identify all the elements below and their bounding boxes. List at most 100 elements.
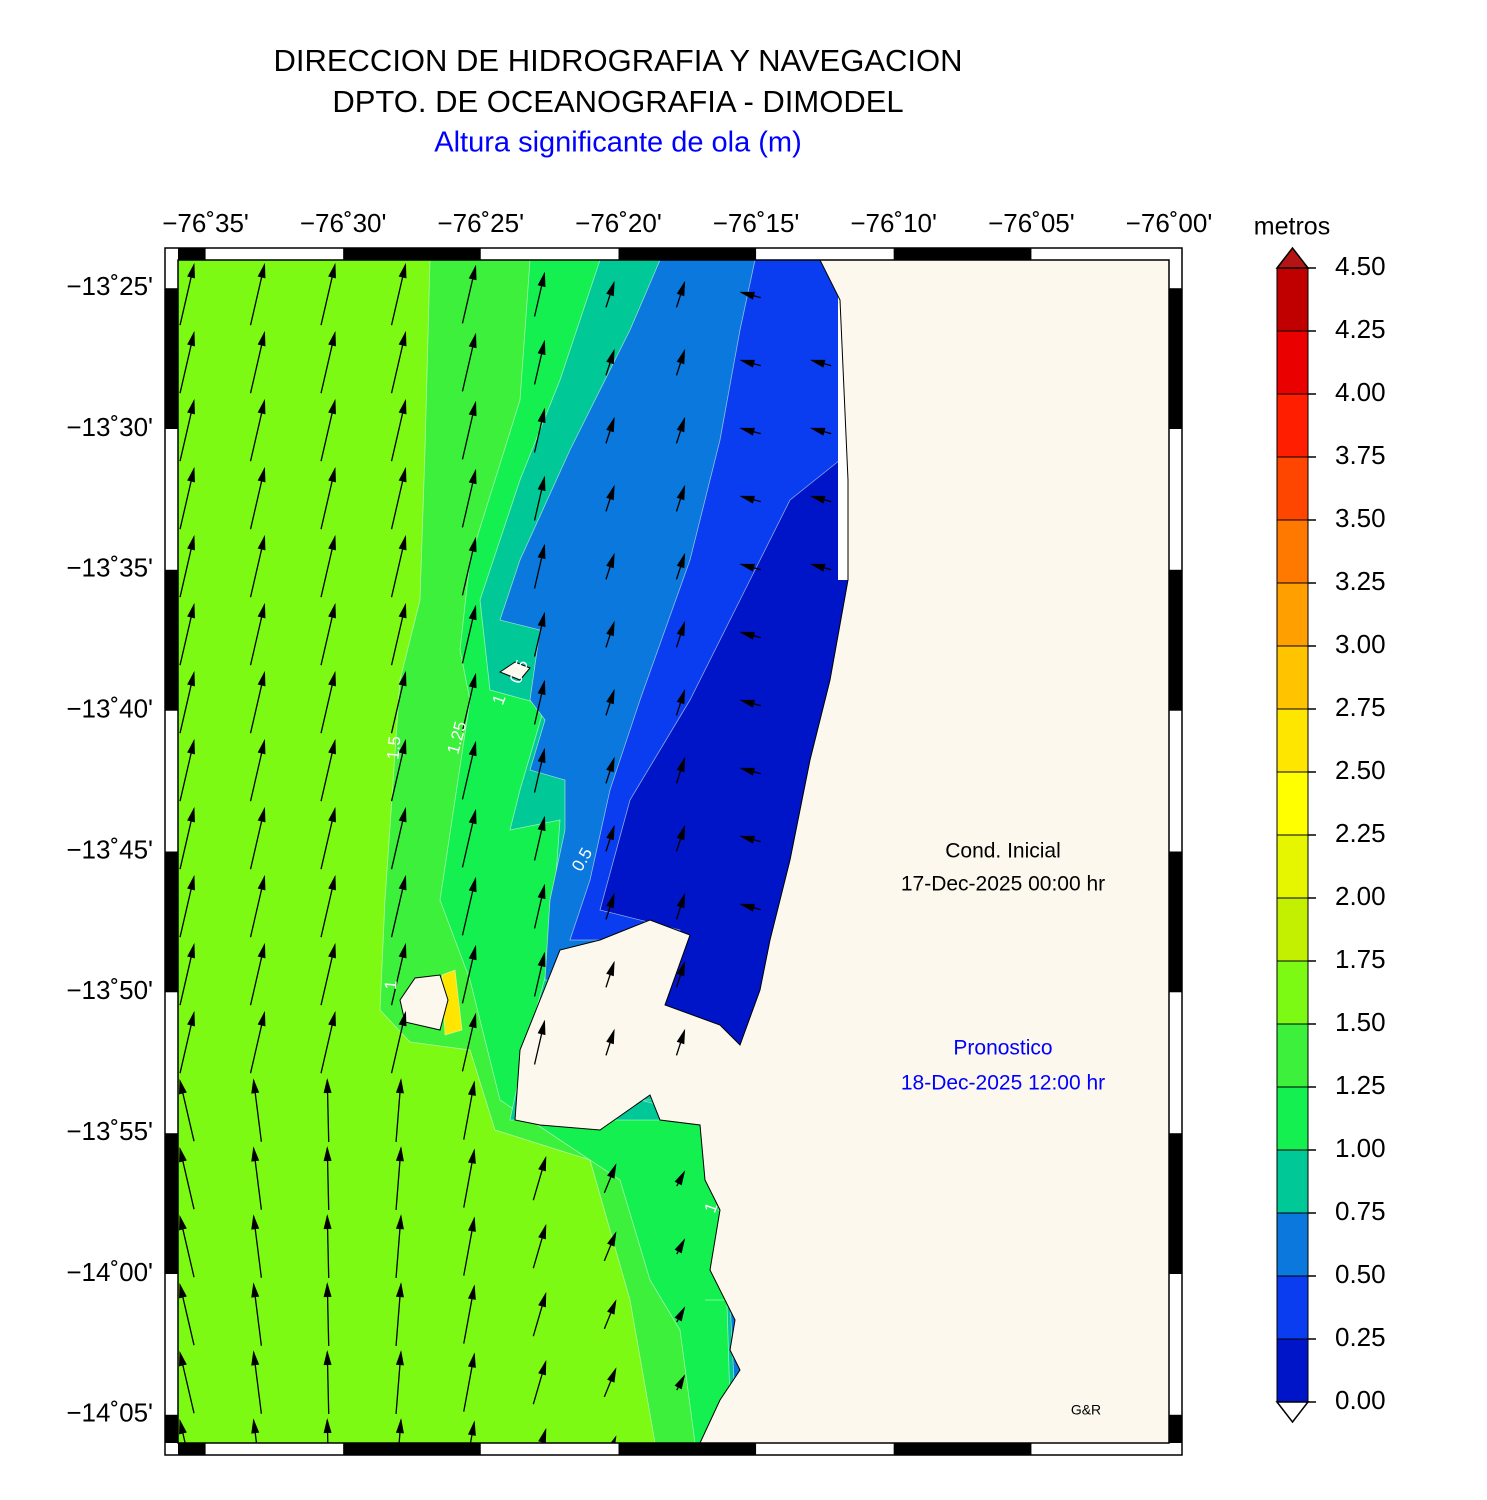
direction-arrow-head <box>323 1282 332 1298</box>
direction-arrow-head <box>606 552 615 569</box>
colorbar-band <box>1276 393 1309 458</box>
title: DIRECCION DE HIDROGRAFIA Y NAVEGACION <box>273 43 962 78</box>
lat-tick-label: −13˚50' <box>66 975 153 1005</box>
direction-arrow-head <box>398 1010 407 1027</box>
lat-tick-label: −13˚35' <box>66 553 153 583</box>
direction-arrow-head <box>398 602 407 619</box>
direction-arrow-head <box>606 824 615 841</box>
direction-arrow-head <box>538 1427 547 1443</box>
direction-arrow-head <box>328 330 336 347</box>
colorbar-tick-label: 2.25 <box>1335 818 1386 848</box>
colorbar-tick-label: 0.00 <box>1335 1385 1386 1415</box>
direction-arrow-head <box>739 359 755 368</box>
colorbar-title: metros <box>1254 213 1330 241</box>
direction-arrow-head <box>257 398 266 415</box>
direction-arrow-head <box>467 1352 476 1368</box>
direction-arrow-head <box>607 1299 617 1315</box>
direction-arrow-head <box>328 534 336 551</box>
frame-segment <box>165 1414 178 1443</box>
islet <box>498 661 531 681</box>
direction-arrow-head <box>468 400 477 417</box>
direction-arrow-head <box>251 1350 260 1366</box>
colorbar-tick-label: 1.50 <box>1335 1007 1386 1037</box>
frame-segment <box>165 569 178 711</box>
direction-arrow-head <box>809 495 826 504</box>
lon-tick-label: −76˚30' <box>300 208 387 238</box>
direction-arrow-head <box>537 407 546 424</box>
direction-arrow-head <box>537 339 546 356</box>
direction-arrow-head <box>739 699 755 708</box>
frame-segment <box>893 248 1032 260</box>
direction-arrow-head <box>537 951 546 968</box>
colorbar-band <box>1276 519 1309 584</box>
direction-arrow-head <box>398 942 407 959</box>
direction-arrow-head <box>676 416 686 433</box>
lat-tick-label: −14˚05' <box>66 1398 153 1428</box>
direction-arrow-head <box>187 466 195 483</box>
direction-arrow-head <box>257 330 266 347</box>
direction-arrow-head <box>398 670 407 687</box>
direction-arrow-head <box>537 611 546 628</box>
lon-tick-label: −76˚35' <box>162 208 249 238</box>
direction-arrow-head <box>251 1146 260 1162</box>
direction-arrow-head <box>607 1163 617 1179</box>
direction-arrow-head <box>739 291 755 300</box>
direction-arrow-head <box>674 1306 686 1322</box>
colorbar-tick-label: 3.75 <box>1335 440 1386 470</box>
direction-arrow-head <box>187 670 195 687</box>
direction-arrow-head <box>398 874 407 891</box>
direction-arrow-head <box>187 262 195 279</box>
colorbar-band <box>1276 1086 1309 1151</box>
direction-arrow-head <box>468 332 477 349</box>
direction-arrow-head <box>537 271 546 288</box>
frame-segment <box>343 248 481 260</box>
direction-arrow-head <box>610 1435 617 1443</box>
lat-tick-label: −13˚45' <box>66 834 153 864</box>
direction-arrow-head <box>187 942 195 959</box>
direction-arrow-head <box>257 806 266 823</box>
colorbar-band <box>1276 897 1309 962</box>
frame-segment <box>178 1443 206 1455</box>
direction-arrow-head <box>606 280 615 297</box>
direction-arrow-head <box>468 604 477 621</box>
colorbar-tick-label: 0.50 <box>1335 1259 1386 1289</box>
colorbar-band <box>1276 1338 1309 1403</box>
direction-arrow-head <box>179 1078 187 1095</box>
contour-label: 1.5 <box>383 735 404 760</box>
direction-arrow-head <box>739 631 755 640</box>
credit: G&R <box>1071 1402 1101 1418</box>
direction-arrow-head <box>398 398 407 415</box>
direction-arrow-head <box>398 534 407 551</box>
colorbar-band <box>1276 267 1309 332</box>
colorbar-over <box>1275 246 1310 269</box>
direction-arrow-head <box>676 892 686 909</box>
variable-title: Altura significante de ola (m) <box>434 127 802 159</box>
direction-arrow-head <box>538 1155 547 1172</box>
direction-arrow-head <box>739 495 755 504</box>
direction-arrow-head <box>328 466 336 483</box>
direction-arrow-head <box>676 824 686 841</box>
direction-arrow-head <box>739 835 755 844</box>
lat-tick-label: −13˚55' <box>66 1116 153 1146</box>
direction-arrow-head <box>257 942 266 959</box>
direction-arrow-head <box>537 679 546 696</box>
frame-segment <box>1169 1133 1182 1274</box>
direction-arrow-head <box>537 1019 546 1036</box>
direction-arrow-head <box>187 398 195 415</box>
lat-tick-label: −13˚30' <box>66 412 153 442</box>
direction-arrow-head <box>809 563 826 572</box>
direction-arrow-head <box>251 1214 260 1230</box>
colorbar-tick-label: 2.50 <box>1335 755 1386 785</box>
direction-arrow-head <box>395 1418 404 1434</box>
frame-segment <box>1169 569 1182 711</box>
direction-arrow-head <box>537 475 546 492</box>
lon-tick-label: −76˚15' <box>713 208 800 238</box>
initial-date: 17-Dec-2025 00:00 hr <box>901 873 1105 896</box>
direction-arrow-head <box>323 1146 332 1162</box>
direction-arrow-head <box>606 416 615 433</box>
colorbar-band <box>1276 330 1309 395</box>
direction-arrow-head <box>674 1374 686 1390</box>
direction-arrow-head <box>323 1350 332 1366</box>
colorbar-tick-label: 3.50 <box>1335 503 1386 533</box>
